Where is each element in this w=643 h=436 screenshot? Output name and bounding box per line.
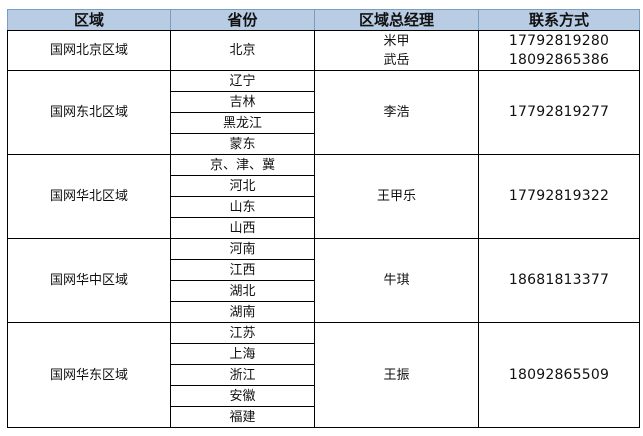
phone-number: 17792819322	[508, 188, 610, 204]
header-manager: 区域总经理	[314, 9, 479, 31]
manager-cell: 牛琪	[314, 238, 479, 323]
manager-name: 米甲	[383, 33, 410, 49]
region-manager-table: 区域 省份 区域总经理 联系方式 国网北京区域 北京 米甲 武岳 17792819280…	[7, 9, 640, 428]
table-row: 国网华北区域 京、津、冀王甲乐 17792819322	[7, 154, 640, 239]
province-cell: 辽宁	[170, 70, 315, 92]
manager-name: 王振	[383, 367, 410, 383]
contact-cell: 17792819280 18092865386	[478, 30, 640, 71]
province-cell: 黑龙江	[170, 112, 315, 134]
province-cell: 山东	[170, 196, 315, 218]
contact-cell: 18092865509	[478, 322, 640, 428]
header-region: 区域	[7, 9, 171, 31]
region-cell: 国网华中区域	[7, 238, 171, 323]
province-cell: 吉林	[170, 91, 315, 113]
region-cell: 国网华东区域	[7, 322, 171, 428]
manager-cell: 王甲乐	[314, 154, 479, 239]
manager-name: 武岳	[383, 52, 410, 68]
province-cell: 上海	[170, 343, 315, 365]
table-row: 国网华东区域 江苏王振 18092865509	[7, 322, 640, 428]
province-cell: 江西	[170, 259, 315, 281]
manager-name: 王甲乐	[376, 189, 416, 204]
province-cell: 浙江	[170, 364, 315, 386]
province-cell: 江苏	[170, 322, 315, 344]
province-cell: 京、津、冀	[170, 154, 315, 176]
manager-name: 李浩	[383, 105, 410, 120]
region-cell: 国网北京区域	[7, 30, 171, 71]
region-cell: 国网东北区域	[7, 70, 171, 155]
province-cell: 湖北	[170, 280, 315, 302]
phone-number: 17792819280	[508, 32, 610, 49]
table-row: 福建	[8, 406, 640, 428]
manager-cell: 米甲 武岳	[314, 30, 479, 71]
province-cell: 河北	[170, 175, 315, 197]
header-row: 区域 省份 区域总经理 联系方式	[7, 9, 640, 31]
phone-number: 18092865509	[508, 366, 610, 383]
contact-cell: 17792819277	[478, 70, 640, 155]
phone-number: 18092865386	[508, 51, 610, 68]
table-row: 国网北京区域 北京 米甲 武岳 17792819280 18092865386	[7, 30, 640, 71]
province-cell: 山西	[170, 217, 315, 239]
table-row: 湖南	[8, 301, 640, 323]
province-cell: 蒙东	[170, 133, 315, 155]
province-cell: 河南	[170, 238, 315, 260]
province-cell: 安徽	[170, 385, 315, 407]
table-row: 国网华中区域 河南牛琪 18681813377	[7, 238, 640, 323]
contact-cell: 18681813377	[478, 238, 640, 323]
header-contact: 联系方式	[478, 9, 640, 31]
phone-number: 17792819277	[508, 104, 610, 120]
province-cell: 北京	[170, 30, 315, 71]
table-row: 山东	[8, 196, 640, 218]
table-row: 国网东北区域 辽宁李浩 17792819277	[7, 70, 640, 155]
manager-cell: 王振	[314, 322, 479, 428]
header-province: 省份	[170, 9, 315, 31]
province-cell: 福建	[170, 406, 315, 428]
phone-number: 18681813377	[508, 272, 610, 288]
manager-name: 牛琪	[383, 273, 410, 288]
manager-cell: 李浩	[314, 70, 479, 155]
province-cell: 湖南	[170, 301, 315, 323]
contact-cell: 17792819322	[478, 154, 640, 239]
region-cell: 国网华北区域	[7, 154, 171, 239]
